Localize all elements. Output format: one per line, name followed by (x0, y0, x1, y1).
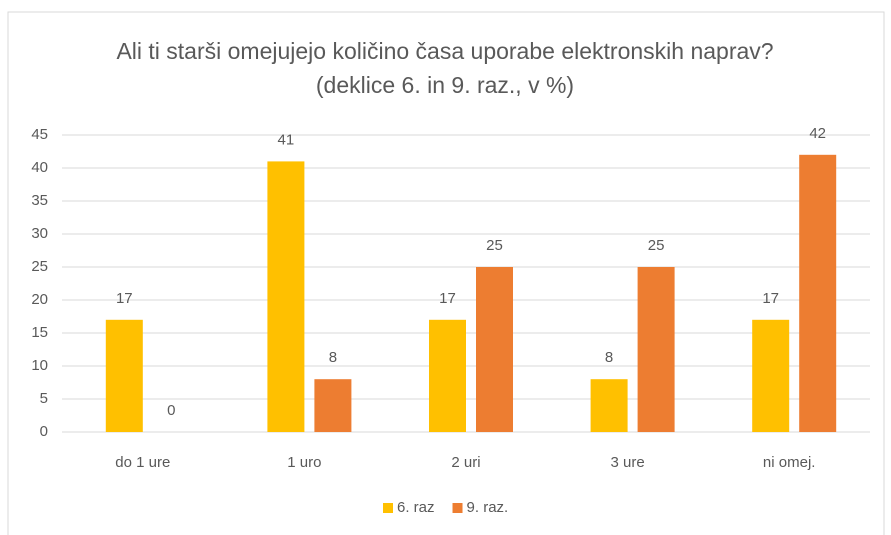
value-label: 8 (605, 349, 613, 366)
legend-label: 9. raz. (467, 499, 509, 516)
y-tick-label: 15 (31, 324, 48, 341)
bar (429, 319, 466, 432)
y-tick-label: 35 (31, 192, 48, 209)
bar (476, 267, 513, 432)
x-tick-label: 1 uro (287, 454, 321, 471)
y-tick-label: 5 (40, 390, 48, 407)
bar (105, 319, 143, 432)
y-tick-label: 45 (31, 126, 48, 143)
y-tick-label: 40 (31, 159, 48, 176)
x-tick-label: 2 uri (451, 454, 480, 471)
bar (590, 379, 628, 432)
value-label: 0 (167, 402, 175, 419)
x-tick-label: 3 ure (610, 454, 644, 471)
bar (799, 154, 837, 433)
bar (267, 161, 305, 432)
chart-frame (7, 11, 885, 535)
y-tick-label: 20 (31, 291, 48, 308)
value-label: 17 (116, 290, 133, 307)
y-tick-label: 25 (31, 258, 48, 275)
bar (637, 267, 675, 432)
value-label: 25 (648, 237, 665, 254)
y-tick-label: 30 (31, 225, 48, 242)
value-label: 25 (486, 237, 503, 254)
value-label: 41 (278, 131, 295, 148)
bar (314, 379, 352, 432)
value-label: 17 (762, 290, 779, 307)
value-label: 8 (329, 349, 337, 366)
legend-swatch (452, 503, 463, 513)
value-label: 42 (809, 125, 826, 142)
y-tick-label: 0 (40, 423, 48, 440)
y-tick-label: 10 (31, 357, 48, 374)
legend-swatch (383, 503, 393, 513)
legend-label: 6. raz (397, 499, 435, 516)
bar (752, 319, 790, 432)
value-label: 17 (439, 290, 456, 307)
x-tick-label: do 1 ure (115, 454, 170, 471)
chart-title: Ali ti starši omejujejo količino časa up… (116, 38, 774, 98)
x-tick-label: ni omej. (763, 454, 816, 471)
